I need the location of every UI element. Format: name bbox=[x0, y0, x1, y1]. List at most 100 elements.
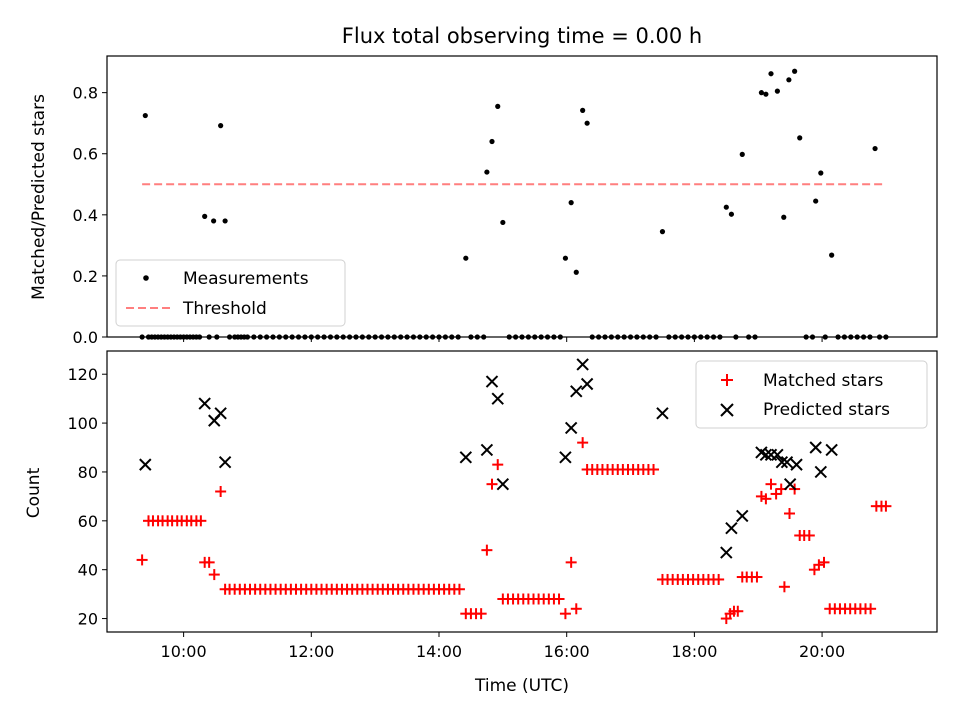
predicted-point bbox=[783, 477, 797, 491]
measurement-point bbox=[792, 68, 798, 74]
top-legend: Measurements Threshold bbox=[115, 259, 346, 327]
measurement-point bbox=[659, 229, 666, 235]
measurement-point bbox=[218, 123, 224, 129]
y-tick-label: 40 bbox=[78, 561, 98, 580]
legend-predicted-label: Predicted stars bbox=[763, 400, 890, 420]
predicted-point bbox=[809, 441, 822, 454]
legend-predicted-marker bbox=[720, 403, 734, 417]
chart-title: Flux total observing time = 0.00 h bbox=[342, 24, 702, 48]
predicted-point bbox=[198, 397, 211, 410]
matched-point bbox=[577, 437, 589, 449]
top-legend-box bbox=[115, 259, 346, 327]
matched-point bbox=[765, 478, 777, 490]
bottom-y-ticks: 20 40 60 80 100 120 bbox=[67, 365, 107, 629]
matched-point bbox=[215, 486, 227, 497]
x-tick-label: 20:00 bbox=[799, 642, 845, 661]
predicted-point bbox=[725, 521, 738, 535]
measurement-point bbox=[829, 252, 835, 258]
matched-point bbox=[760, 493, 772, 505]
measurement-point bbox=[463, 255, 469, 261]
measurement-point bbox=[813, 198, 819, 204]
matched-point bbox=[803, 529, 815, 541]
matched-point bbox=[475, 608, 487, 620]
predicted-point bbox=[656, 407, 669, 420]
measurement-point bbox=[484, 169, 490, 175]
measurement-point bbox=[500, 219, 506, 226]
predicted-point bbox=[759, 448, 773, 462]
y-tick-label: 0.0 bbox=[73, 328, 98, 347]
bottom-legend: Matched stars Predicted stars bbox=[695, 360, 928, 429]
bottom-x-axis-label: Time (UTC) bbox=[474, 676, 569, 696]
predicted-point bbox=[491, 392, 504, 405]
y-tick-label: 100 bbox=[67, 414, 98, 433]
predicted-point bbox=[771, 448, 784, 462]
measurement-point bbox=[489, 138, 495, 145]
matched-point bbox=[751, 571, 763, 583]
matched-point bbox=[778, 581, 790, 593]
predicted-point bbox=[564, 421, 578, 435]
bottom-y-axis-label: Count bbox=[24, 467, 44, 518]
matched-point bbox=[732, 605, 744, 617]
measurement-point bbox=[222, 218, 228, 224]
measurement-point bbox=[797, 135, 803, 141]
measurement-point bbox=[758, 90, 765, 96]
measurement-point bbox=[202, 213, 208, 219]
matched-point bbox=[559, 608, 571, 620]
measurement-point bbox=[568, 200, 574, 206]
measurement-point bbox=[142, 112, 148, 119]
matched-point bbox=[813, 559, 825, 571]
predicted-point bbox=[459, 451, 473, 464]
legend-threshold-label: Threshold bbox=[182, 299, 267, 319]
measurement-point bbox=[584, 120, 590, 126]
predicted-point bbox=[139, 458, 152, 471]
bottom-x-ticks: 10:00 12:00 14:00 16:00 18:00 20:00 bbox=[161, 632, 845, 661]
predicted-point bbox=[559, 451, 572, 464]
x-tick-label: 12:00 bbox=[288, 642, 334, 661]
y-tick-label: 0.8 bbox=[73, 84, 98, 103]
top-axes-frame bbox=[106, 55, 938, 338]
predicted-point bbox=[214, 407, 227, 420]
measurement-point bbox=[211, 218, 217, 224]
predicted-point bbox=[825, 443, 838, 457]
matched-point bbox=[486, 478, 498, 490]
y-tick-label: 60 bbox=[78, 512, 98, 531]
matched-point bbox=[770, 488, 782, 500]
matched-point bbox=[648, 464, 660, 476]
measurement-point bbox=[723, 204, 729, 210]
matched-point bbox=[565, 556, 577, 568]
measurement-point bbox=[580, 107, 586, 113]
y-tick-label: 0.6 bbox=[73, 145, 98, 164]
bottom-plot-marks bbox=[136, 358, 892, 625]
measurement-point bbox=[739, 151, 745, 157]
matched-point bbox=[481, 544, 493, 556]
predicted-point bbox=[570, 385, 583, 398]
measurement-point bbox=[763, 91, 769, 97]
matched-point bbox=[195, 515, 207, 527]
legend-matched-marker bbox=[721, 374, 733, 386]
measurement-point bbox=[495, 103, 501, 109]
y-tick-label: 20 bbox=[78, 610, 98, 629]
x-tick-label: 10:00 bbox=[161, 642, 207, 661]
predicted-point bbox=[218, 455, 232, 469]
bottom-legend-box bbox=[695, 360, 928, 429]
measurement-point bbox=[781, 214, 787, 220]
matched-point bbox=[208, 569, 220, 581]
measurement-point bbox=[728, 211, 735, 217]
y-tick-label: 0.2 bbox=[73, 267, 98, 286]
top-y-ticks: 0.0 0.2 0.4 0.6 0.8 bbox=[73, 84, 107, 347]
matched-point bbox=[453, 583, 465, 595]
predicted-point bbox=[814, 465, 828, 479]
matched-point bbox=[553, 593, 565, 605]
predicted-point bbox=[485, 375, 499, 388]
predicted-point bbox=[780, 455, 794, 469]
top-y-axis-label: Matched/Predicted stars bbox=[29, 94, 49, 300]
predicted-point bbox=[496, 477, 510, 491]
measurement-point bbox=[818, 170, 824, 176]
predicted-point bbox=[580, 377, 594, 391]
measurement-point bbox=[562, 255, 569, 261]
legend-measurements-marker bbox=[143, 275, 149, 281]
measurement-point bbox=[573, 269, 579, 275]
bottom-panel: 10:00 12:00 14:00 16:00 18:00 20:00 20 40 60 80 1… bbox=[24, 350, 938, 696]
top-panel: 0.00.20.40.60.8 Matched/Predicted stars … bbox=[29, 55, 938, 347]
